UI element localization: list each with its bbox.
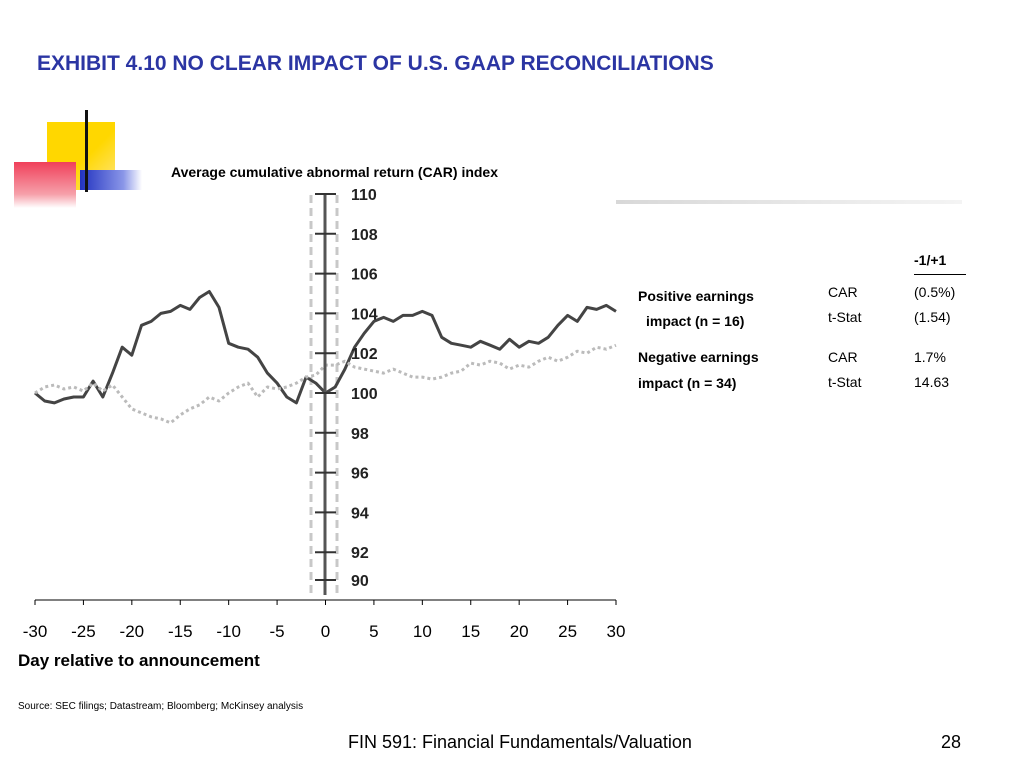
row-negative-metric-tstat: t-Stat <box>828 374 862 390</box>
y-tick-label-104: 104 <box>351 306 378 323</box>
x-axis-label: Day relative to announcement <box>18 651 260 670</box>
row-negative-value-car: 1.7% <box>914 349 946 365</box>
x-tick-label-5: 5 <box>369 622 378 641</box>
footer-course-title: FIN 591: Financial Fundamentals/Valuatio… <box>348 732 692 752</box>
slide-title: EXHIBIT 4.10 NO CLEAR IMPACT OF U.S. GAA… <box>37 52 714 75</box>
x-tick-label-0: 0 <box>321 622 330 641</box>
y-tick-label-102: 102 <box>351 346 378 363</box>
y-tick-label-100: 100 <box>351 386 378 403</box>
x-tick-label--20: -20 <box>120 622 145 641</box>
deco-red-square <box>14 162 76 208</box>
y-tick-label-96: 96 <box>351 466 369 483</box>
row-positive-group-line2: impact (n = 16) <box>646 313 745 329</box>
table-header-rule <box>914 274 966 275</box>
row-negative-group-line2: impact (n = 34) <box>638 375 737 391</box>
x-tick-label--15: -15 <box>168 622 193 641</box>
chart-title: Average cumulative abnormal return (CAR)… <box>171 164 499 180</box>
x-tick-label-10: 10 <box>413 622 432 641</box>
deco-horizontal-rule <box>616 200 962 204</box>
x-tick-label--10: -10 <box>216 622 241 641</box>
y-tick-label-106: 106 <box>351 267 378 284</box>
y-tick-label-98: 98 <box>351 426 369 443</box>
y-tick-label-92: 92 <box>351 545 369 562</box>
row-positive-metric-tstat: t-Stat <box>828 309 862 325</box>
y-tick-label-108: 108 <box>351 227 378 244</box>
y-tick-label-94: 94 <box>351 505 369 522</box>
x-tick-label--25: -25 <box>71 622 96 641</box>
table-column-header: -1/+1 <box>914 252 947 268</box>
source-note: Source: SEC filings; Datastream; Bloombe… <box>18 701 304 712</box>
row-positive-value-tstat: (1.54) <box>914 309 951 325</box>
row-negative-value-tstat: 14.63 <box>914 374 950 390</box>
row-positive-value-car: (0.5%) <box>914 284 956 300</box>
x-tick-label-20: 20 <box>510 622 529 641</box>
y-tick-label-110: 110 <box>351 187 377 204</box>
row-positive-group-line1: Positive earnings <box>638 288 754 304</box>
deco-vertical-line <box>85 110 88 192</box>
row-negative-group-line1: Negative earnings <box>638 349 759 365</box>
x-tick-label-30: 30 <box>607 622 626 641</box>
y-tick-label-90: 90 <box>351 573 369 590</box>
x-tick-label-15: 15 <box>461 622 480 641</box>
x-tick-label-25: 25 <box>558 622 577 641</box>
deco-blue-bar <box>80 170 142 190</box>
x-tick-label--30: -30 <box>23 622 48 641</box>
row-negative-metric-car: CAR <box>828 349 858 365</box>
x-tick-label--5: -5 <box>270 622 285 641</box>
page-number: 28 <box>941 732 962 752</box>
row-positive-metric-car: CAR <box>828 284 858 300</box>
